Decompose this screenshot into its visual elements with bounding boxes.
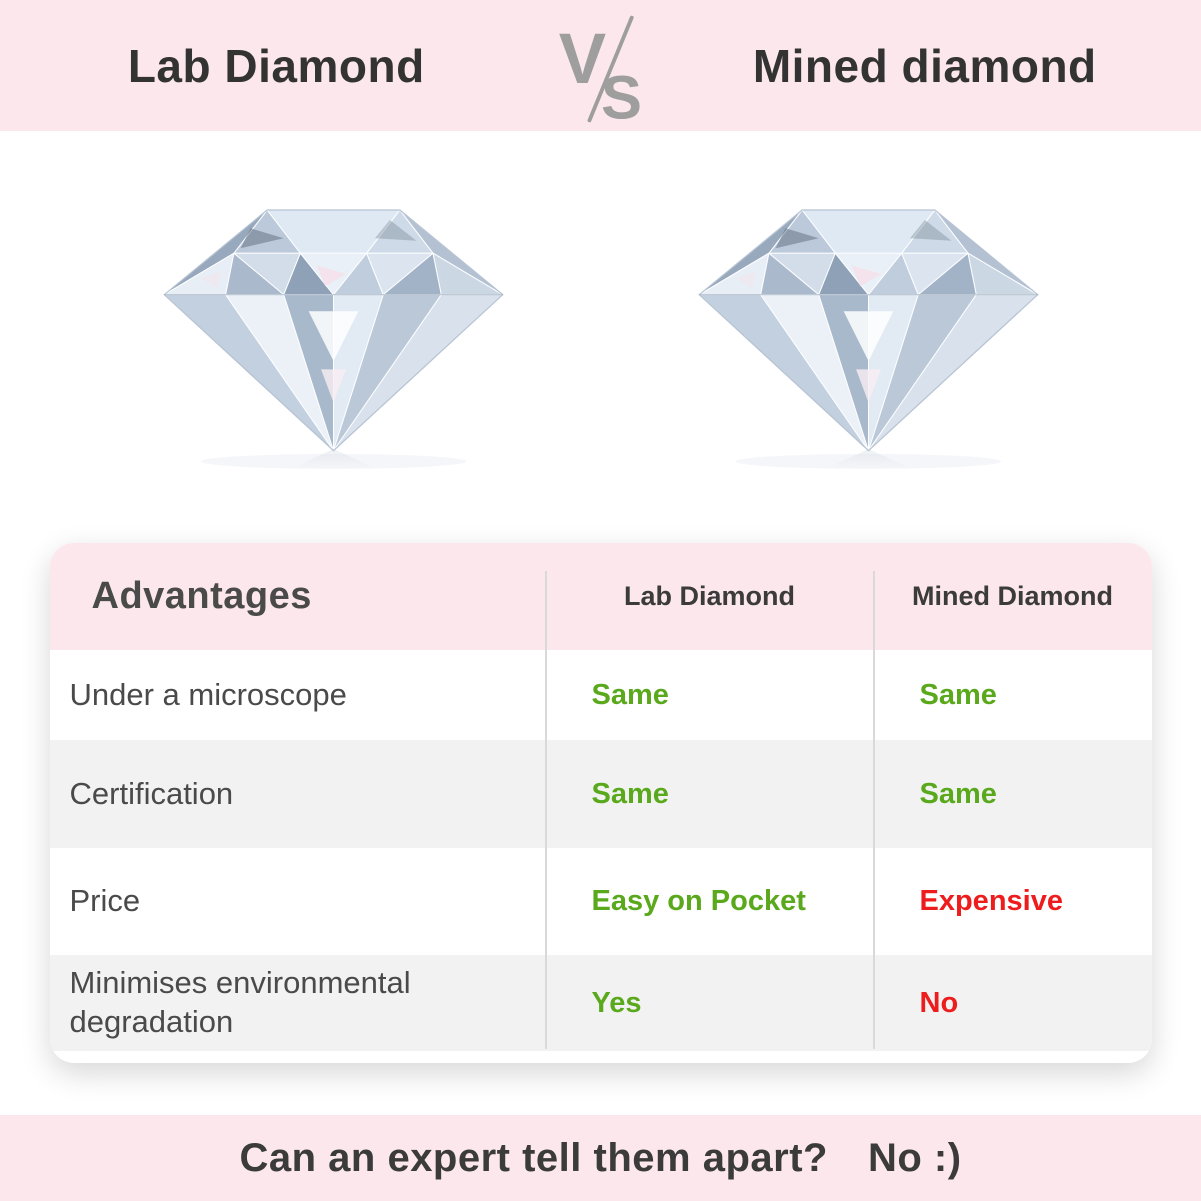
column-header-lab: Lab Diamond <box>623 581 795 611</box>
vs-icon: V S <box>558 15 642 125</box>
mined-value: Expensive <box>919 885 1063 917</box>
footer-question: Can an expert tell them apart? <box>239 1135 828 1180</box>
lab-value: Same <box>591 678 669 711</box>
mined-diamond-image <box>686 195 1051 469</box>
mined-value: No <box>919 986 959 1019</box>
lab-value: Easy on Pocket <box>591 885 806 917</box>
column-divider-1 <box>544 571 547 1049</box>
footer-answer: No :) <box>867 1135 962 1180</box>
table-row-price: Price Easy on Pocket Expensive <box>49 848 1152 955</box>
footer-band: Can an expert tell them apart? No :) <box>0 1115 1201 1201</box>
row-label: Price <box>69 883 141 919</box>
vs-letter-s: S <box>601 63 642 125</box>
table-row-microscope: Under a microscope Same Same <box>49 650 1152 740</box>
table-header-row: Advantages Lab Diamond Mined Diamond <box>49 543 1152 650</box>
lab-value: Same <box>591 777 669 810</box>
row-label: Minimises environmental degradation <box>69 965 411 1039</box>
mined-diamond-title: Mined diamond <box>752 39 1097 92</box>
header-band: Lab Diamond V S Mined diamond <box>0 0 1201 131</box>
mined-value: Same <box>919 678 997 711</box>
mined-value: Same <box>919 777 997 810</box>
lab-value: Yes <box>591 986 642 1019</box>
diamond-images-row <box>0 195 1201 469</box>
vs-letter-v: V <box>558 19 605 98</box>
table-row-certification: Certification Same Same <box>49 740 1152 848</box>
table-row-environment: Minimises environmental degradation Yes … <box>49 955 1152 1051</box>
comparison-table: Advantages Lab Diamond Mined Diamond Und… <box>49 543 1152 1063</box>
row-label: Under a microscope <box>69 676 347 712</box>
column-header-mined: Mined Diamond <box>912 581 1113 611</box>
column-divider-2 <box>872 571 875 1049</box>
lab-diamond-title: Lab Diamond <box>127 39 425 92</box>
row-label: Certification <box>69 775 234 811</box>
lab-diamond-image <box>151 195 516 469</box>
advantages-heading: Advantages <box>91 575 312 617</box>
